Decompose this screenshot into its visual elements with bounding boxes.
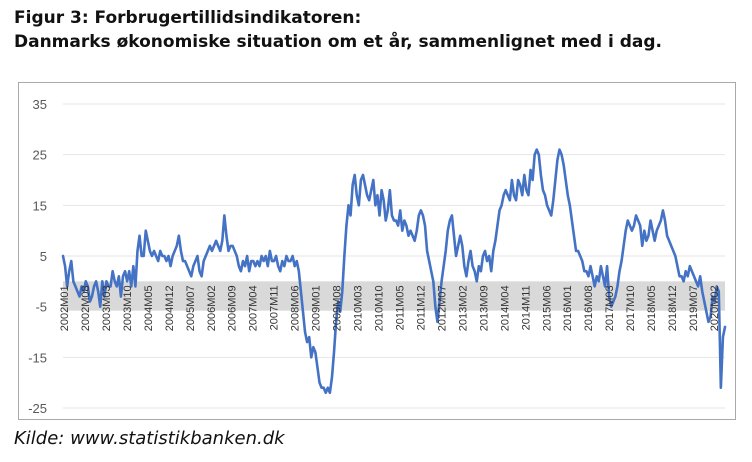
x-tick-label: 2008M06 bbox=[290, 285, 302, 331]
x-tick-label: 2011M12 bbox=[415, 285, 427, 330]
x-tick-label: 2002M08 bbox=[80, 285, 92, 331]
x-tick-label: 2006M09 bbox=[227, 285, 239, 331]
x-tick-label: 2018M05 bbox=[646, 285, 658, 331]
x-tick-label: 2009M08 bbox=[332, 285, 344, 331]
x-tick-label: 2004M05 bbox=[143, 285, 155, 331]
x-tick-label: 2003M03 bbox=[101, 285, 113, 331]
x-tick-label: 2003M10 bbox=[122, 285, 134, 331]
chart-frame: 35 25 15 5 -5 -15 -25 2002M01 2002M08 2003M03 200… bbox=[18, 82, 736, 420]
x-tick-label: 2018M12 bbox=[667, 285, 679, 331]
x-tick-label: 2017M10 bbox=[625, 285, 637, 331]
x-tick-label: 2016M08 bbox=[583, 285, 595, 331]
series-layer bbox=[61, 148, 727, 395]
x-tick-label: 2004M12 bbox=[164, 285, 176, 331]
x-tick-label: 2014M04 bbox=[499, 285, 511, 331]
figure-title-line-2: Danmarks økonomiske situation om et år, … bbox=[14, 32, 662, 52]
x-tick-label: 2006M02 bbox=[206, 285, 218, 331]
y-tick-label: 35 bbox=[33, 97, 47, 112]
series-line bbox=[61, 148, 727, 395]
y-tick-label: -25 bbox=[28, 401, 47, 416]
x-tick-label: 2017M03 bbox=[604, 285, 616, 331]
x-tick-label: 2010M10 bbox=[374, 285, 386, 331]
y-tick-label: 5 bbox=[40, 249, 47, 264]
x-tick-label: 2005M07 bbox=[185, 285, 197, 331]
x-tick-label: 2013M09 bbox=[478, 285, 490, 331]
y-tick-label: 15 bbox=[33, 198, 47, 213]
x-tick-label: 2011M05 bbox=[394, 285, 406, 330]
figure-title-line-1: Figur 3: Forbrugertillidsindikatoren: bbox=[14, 8, 362, 28]
y-tick-label: -5 bbox=[35, 300, 47, 315]
x-tick-label: 2013M02 bbox=[457, 285, 469, 331]
x-tick-label: 2016M01 bbox=[562, 285, 574, 331]
x-tick-label: 2007M04 bbox=[248, 285, 260, 331]
x-tick-label: 2002M01 bbox=[59, 285, 71, 331]
x-tick-label: 2010M03 bbox=[353, 285, 365, 331]
x-tick-label: 2015M06 bbox=[541, 285, 553, 331]
figure-title: Figur 3: Forbrugertillidsindikatoren: Da… bbox=[14, 6, 662, 54]
x-axis: 2002M01 2002M08 2003M03 2003M10 2004M05 2004M… bbox=[59, 285, 721, 331]
x-tick-label: 2014M11 bbox=[520, 285, 532, 330]
y-tick-label: 25 bbox=[33, 148, 47, 163]
x-tick-label: 2020M02 bbox=[709, 285, 721, 331]
x-tick-label: 2009M01 bbox=[311, 285, 323, 331]
x-tick-label: 2019M07 bbox=[688, 285, 700, 331]
y-tick-label: -15 bbox=[28, 350, 47, 365]
source-note: Kilde: www.statistikbanken.dk bbox=[14, 428, 285, 449]
x-tick-label: 2012M07 bbox=[436, 285, 448, 331]
x-tick-label: 2007M11 bbox=[269, 285, 281, 330]
y-axis: 35 25 15 5 -5 -15 -25 bbox=[28, 97, 47, 416]
